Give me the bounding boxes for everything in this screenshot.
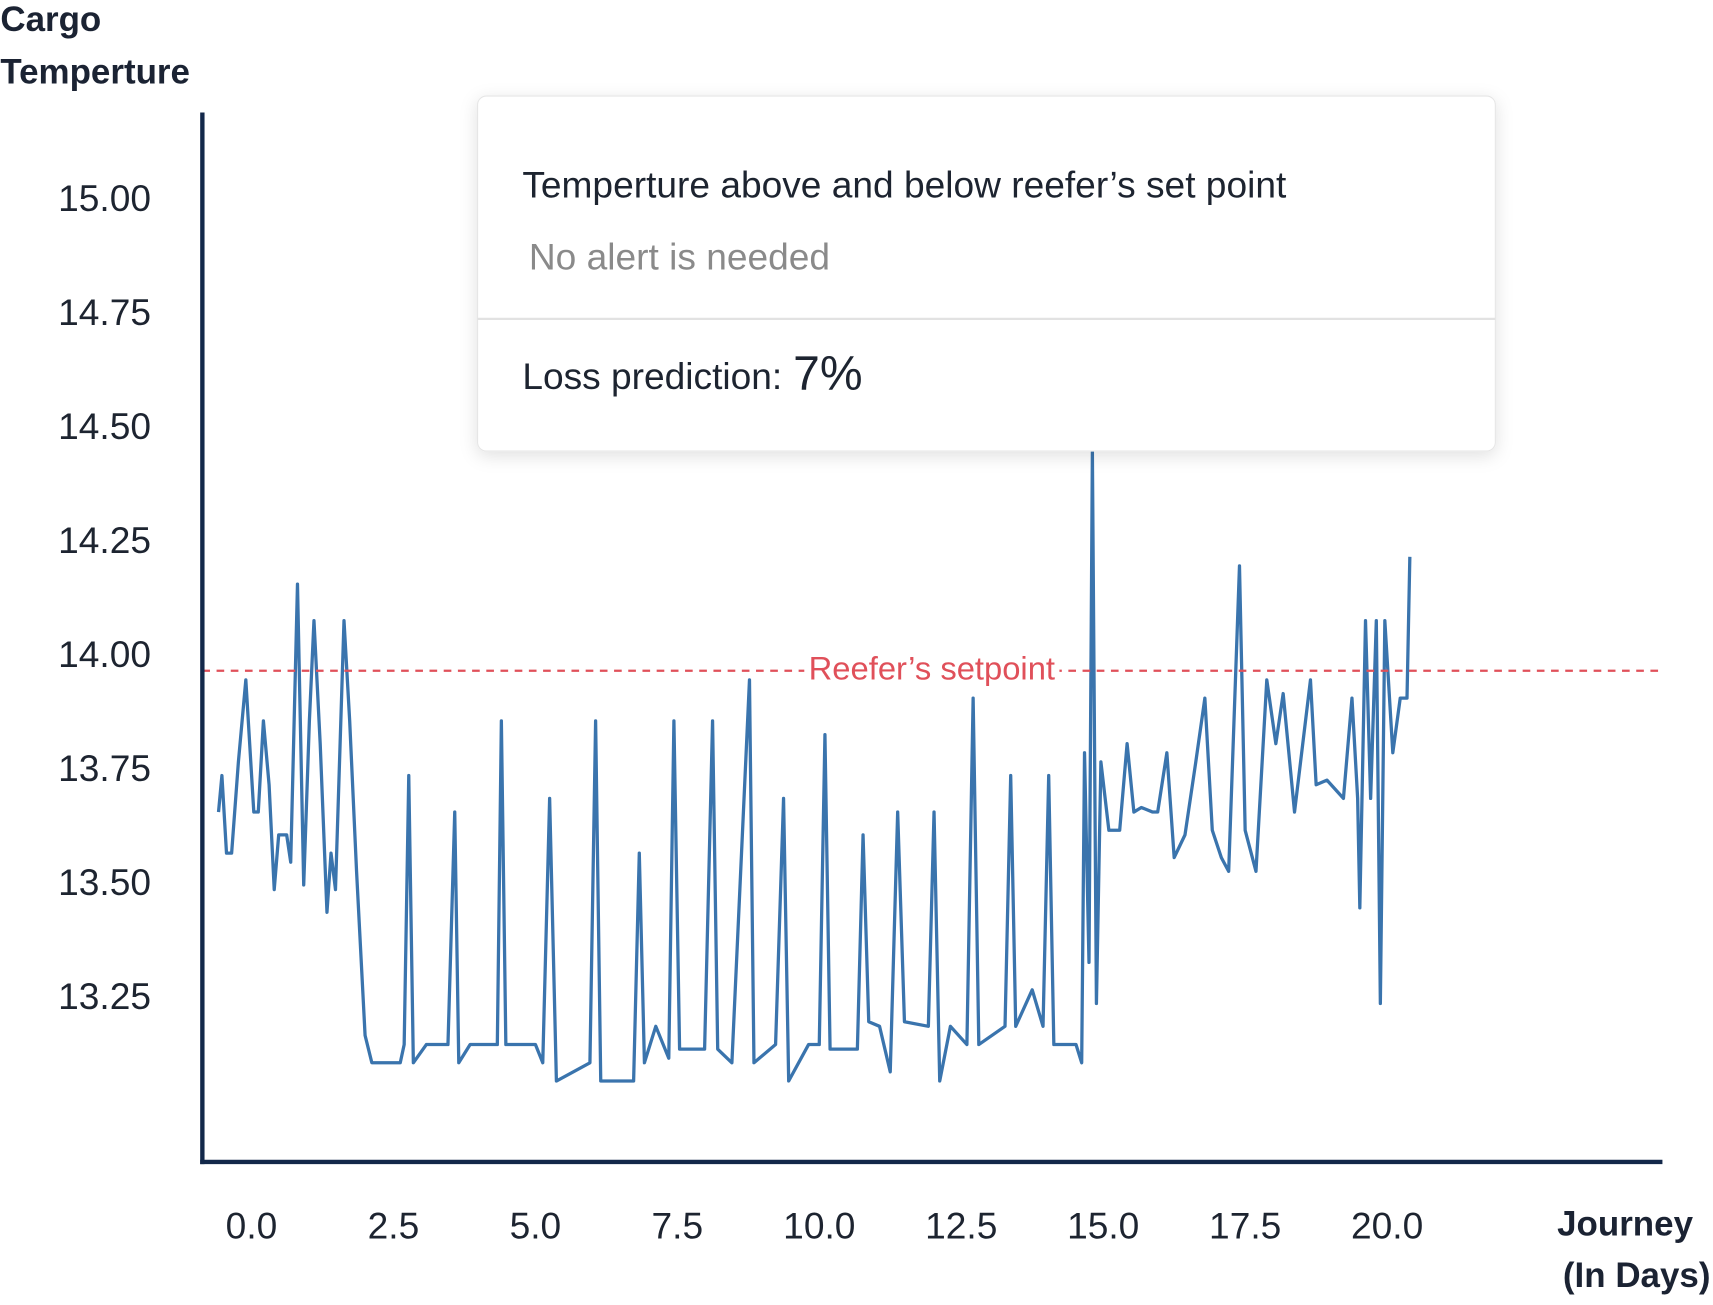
tooltip: Temperture above and below reefer’s set … [477,95,1496,452]
temperature-line [216,450,1412,1083]
x-tick-label: 5.0 [510,1204,562,1246]
y-tick-label: 15.00 [58,177,151,219]
x-tick-label: 0.0 [226,1204,278,1246]
y-axis-label: Cargo [0,0,101,39]
y-tick-label: 13.25 [58,975,151,1017]
x-tick-label: 12.5 [925,1204,997,1246]
y-tick-label: 14.75 [58,291,151,333]
y-tick-label: 14.25 [58,519,151,561]
tooltip-loss-label: Loss prediction: [522,355,782,397]
x-tick-label: 7.5 [652,1204,704,1246]
setpoint-label: Reefer’s setpoint [809,649,1055,686]
y-axis-label: Temperture [0,52,190,91]
x-tick-label: 15.0 [1067,1204,1139,1246]
tooltip-subtitle: No alert is needed [529,236,830,278]
x-tick-label: 17.5 [1209,1204,1281,1246]
y-tick-label: 13.50 [58,861,151,903]
setpoint-label-bg [804,649,1060,687]
x-axis-label: Journey [1557,1205,1693,1244]
tooltip-loss-value: 7% [793,347,862,400]
x-axis-label: (In Days) [1563,1256,1711,1295]
y-tick-label: 14.50 [58,405,151,447]
x-tick-label: 20.0 [1351,1204,1423,1246]
y-tick-label: 13.75 [58,747,151,789]
x-tick-label: 10.0 [783,1204,855,1246]
tooltip-box [477,95,1496,452]
x-tick-label: 2.5 [368,1204,420,1246]
tooltip-title: Temperture above and below reefer’s set … [522,164,1287,206]
y-tick-label: 14.00 [58,633,151,675]
